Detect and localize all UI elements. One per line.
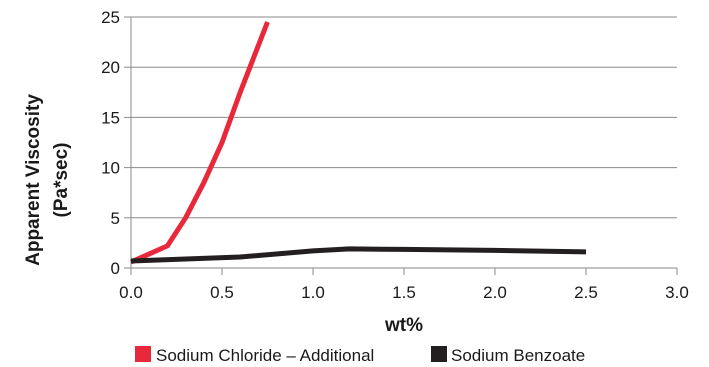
tick-labels: 0 5 10 15 20 25 0.0 0.5 1.0 1.5 2.0 2.5 3.0 (101, 8, 689, 302)
y-tick-label-5: 5 (111, 209, 120, 228)
y-axis-title-line-1: Apparent Viscosity (23, 94, 44, 266)
legend: Sodium Chloride – Additional Sodium Benz… (135, 346, 585, 365)
legend-label-sodium-chloride: Sodium Chloride – Additional (156, 346, 374, 365)
x-tick-label-1.0: 1.0 (301, 283, 325, 302)
series-line-sodium-benzoate (130, 246, 587, 264)
y-axis-title-line-2: (Pa*sec) (51, 143, 72, 218)
legend-label-sodium-benzoate: Sodium Benzoate (451, 346, 585, 365)
legend-swatch-sodium-chloride (135, 346, 151, 362)
y-axis-title: Apparent Viscosity (Pa*sec) (23, 94, 72, 266)
x-tick-label-0.5: 0.5 (210, 283, 234, 302)
y-tick-label-0: 0 (111, 259, 120, 278)
series-lines (129, 21, 587, 265)
y-tick-label-10: 10 (101, 159, 120, 178)
x-tick-label-1.5: 1.5 (392, 283, 416, 302)
y-tick-label-15: 15 (101, 108, 120, 127)
series-line-sodium-chloride (129, 21, 270, 265)
y-tick-label-20: 20 (101, 58, 120, 77)
x-tick-label-2.5: 2.5 (574, 283, 598, 302)
axes (124, 16, 678, 275)
grid-lines (131, 16, 677, 219)
x-tick-label-3.0: 3.0 (665, 283, 689, 302)
legend-swatch-sodium-benzoate (431, 346, 447, 362)
y-tick-label-25: 25 (101, 8, 120, 27)
x-tick-label-2.0: 2.0 (483, 283, 507, 302)
x-axis-title: wt% (384, 315, 423, 336)
x-tick-label-0.0: 0.0 (119, 283, 143, 302)
